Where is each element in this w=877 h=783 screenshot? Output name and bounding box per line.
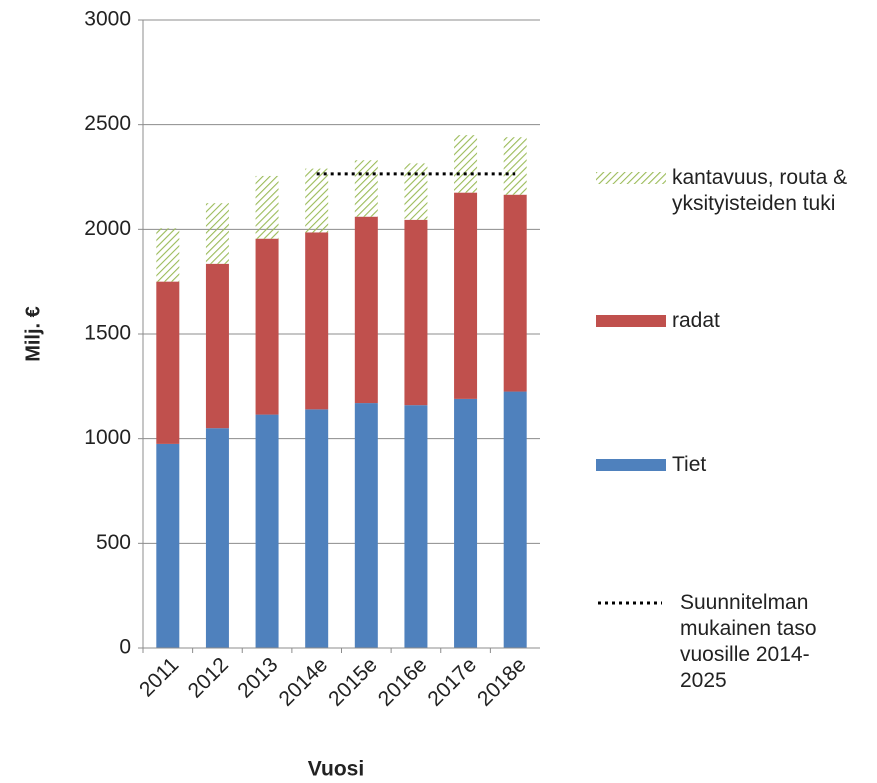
y-tick-label: 1000 — [84, 426, 131, 449]
bar-segment — [404, 405, 428, 648]
y-tick-label: 500 — [96, 531, 131, 554]
x-tick-label: 2016e — [374, 653, 432, 711]
bar-segment — [503, 137, 527, 195]
x-tick-label: 2012 — [184, 653, 233, 702]
y-tick-label: 1500 — [84, 322, 131, 345]
legend-label: radat — [672, 309, 720, 332]
bar-segment — [404, 163, 428, 220]
bar-segment — [255, 175, 279, 239]
legend-swatch — [596, 315, 666, 327]
bar-segment — [205, 428, 229, 648]
bar-segment — [354, 216, 378, 404]
y-tick-label: 3000 — [84, 8, 131, 31]
bar-segment — [156, 443, 180, 648]
bar-segment — [305, 168, 329, 233]
x-tick-label: 2017e — [423, 653, 481, 711]
y-tick-label: 2000 — [84, 217, 131, 240]
x-tick-label: 2011 — [135, 653, 183, 701]
legend-label: Tiet — [672, 453, 707, 476]
legend-swatch — [596, 172, 666, 184]
x-tick-label: 2018e — [473, 653, 531, 711]
x-axis-title: Vuosi — [308, 758, 364, 781]
y-tick-label: 2500 — [84, 112, 131, 135]
x-tick-label: 2014e — [275, 653, 333, 711]
bar-segment — [454, 135, 478, 193]
bar-segment — [503, 194, 527, 392]
bar-segment — [205, 203, 229, 264]
legend-label: Suunnitelman mukainen taso vuosille 2014… — [680, 591, 817, 692]
bar-segment — [454, 398, 478, 648]
legend-swatch — [596, 459, 666, 471]
legend-label: kantavuus, routa & yksityisteiden tuki — [672, 166, 848, 215]
bar-segment — [404, 219, 428, 406]
bar-segment — [205, 263, 229, 429]
y-tick-label: 0 — [119, 636, 131, 659]
bar-segment — [255, 414, 279, 648]
y-axis-title: Milj. € — [22, 306, 44, 362]
bar-segment — [454, 192, 478, 399]
legend-swatch — [598, 601, 662, 605]
bar-segment — [255, 238, 279, 415]
bar-segment — [354, 160, 378, 217]
bar-segment — [156, 228, 180, 282]
bar-segment — [305, 409, 329, 648]
bar-segment — [305, 232, 329, 410]
x-tick-label: 2015e — [324, 653, 382, 711]
bar-segment — [354, 403, 378, 648]
bar-segment — [156, 281, 180, 444]
bar-segment — [503, 391, 527, 648]
